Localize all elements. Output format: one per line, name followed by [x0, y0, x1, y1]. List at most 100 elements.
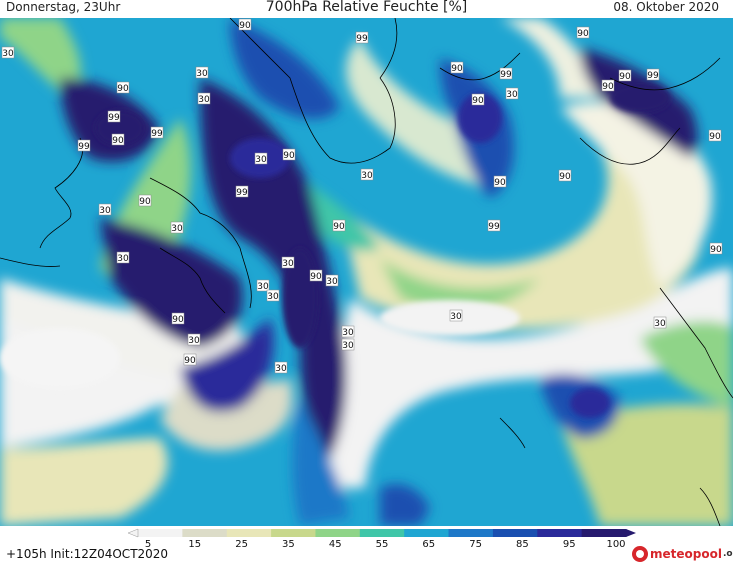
- contour-label-text: 90: [494, 178, 506, 188]
- contour-label-text: 90: [472, 96, 484, 106]
- contour-label: 30: [266, 289, 280, 302]
- contour-label-text: 90: [172, 315, 184, 325]
- contour-label: 90: [709, 242, 723, 255]
- contour-label: 99: [499, 67, 513, 80]
- legend-tick-label: 45: [329, 539, 342, 548]
- legend-swatch: [492, 529, 538, 537]
- legend-tick-label: 75: [469, 539, 482, 548]
- contour-labels: 90 99 30 90 99 90 30 90 99 90 99 90 30 90 90 99 90 30 90 99…: [1, 18, 723, 374]
- forecast-date-label: 08. Oktober 2020: [613, 0, 719, 14]
- legend-min-arrow: [127, 528, 139, 538]
- contour-label-text: 30: [342, 341, 354, 351]
- contour-label-text: 90: [602, 82, 614, 92]
- legend-swatch: [271, 529, 316, 537]
- contour-label-text: 90: [239, 21, 251, 31]
- contour-label: 30: [197, 92, 211, 105]
- logo-tld: .org: [722, 549, 733, 559]
- legend-swatch: [182, 529, 228, 537]
- legend-ticks: 5 15 25 35 45 55 65 75 85 95 100: [145, 539, 626, 548]
- legend-tick-label: 35: [282, 539, 295, 548]
- contour-label: 30: [116, 251, 130, 264]
- meteopool-logo[interactable]: meteopool .org: [632, 544, 733, 564]
- legend-bar: 5 15 25 35 45 55 65 75 85 95 100: [127, 528, 636, 548]
- contour-label-text: 99: [488, 222, 500, 232]
- contour-label: 30: [170, 221, 184, 234]
- legend-tick-label: 95: [563, 539, 576, 548]
- contour-label: 90: [238, 18, 252, 31]
- logo-text: meteopool: [650, 547, 722, 561]
- contour-label-text: 90: [710, 245, 722, 255]
- legend-swatch: [404, 529, 450, 537]
- map-title: 700hPa Relative Feuchte [%]: [265, 0, 468, 15]
- contour-label: 90: [116, 81, 130, 94]
- contour-label-text: 30: [326, 277, 338, 287]
- contour-label: 99: [646, 68, 660, 81]
- contour-label-text: 99: [108, 113, 120, 123]
- contour-label-text: 90: [619, 72, 631, 82]
- contour-label-text: 30: [361, 171, 373, 181]
- legend-max-arrow: [626, 529, 636, 537]
- legend-swatch: [581, 529, 627, 537]
- contour-label: 90: [601, 79, 615, 92]
- contour-label-text: 30: [255, 155, 267, 165]
- contour-label-text: 30: [275, 364, 287, 374]
- legend-tick-label: 65: [422, 539, 435, 548]
- contour-label: 30: [505, 87, 519, 100]
- contour-label-text: 90: [112, 136, 124, 146]
- legend-tick-label: 55: [376, 539, 389, 548]
- contour-label-text: 99: [356, 34, 368, 44]
- contour-label-text: 99: [151, 129, 163, 139]
- contour-label: 99: [235, 185, 249, 198]
- contour-label-text: 90: [283, 151, 295, 161]
- legend-swatch: [448, 529, 494, 537]
- legend-tick-label: 85: [516, 539, 529, 548]
- contour-label: 90: [138, 194, 152, 207]
- contour-label-text: 30: [188, 336, 200, 346]
- contour-label-text: 99: [78, 142, 90, 152]
- humidity-map-canvas: 90 99 30 90 99 90 30 90 99 90 99 90 30 90 90 99 90 30 90 99…: [0, 18, 733, 526]
- contour-label-text: 90: [451, 64, 463, 74]
- contour-label: 30: [449, 309, 463, 322]
- contour-label-text: 90: [559, 172, 571, 182]
- contour-label: 30: [325, 274, 339, 287]
- contour-label: 90: [618, 69, 632, 82]
- contour-label: 90: [558, 169, 572, 182]
- contour-label: 30: [187, 333, 201, 346]
- contour-label: 99: [355, 31, 369, 44]
- legend-swatch: [226, 529, 272, 537]
- coastlines: [0, 18, 733, 526]
- contour-label: 90: [576, 26, 590, 39]
- contour-label: 30: [98, 203, 112, 216]
- contour-label: 90: [708, 129, 722, 142]
- humidity-field: [0, 18, 733, 526]
- contour-label-text: 30: [506, 90, 518, 100]
- legend-tick-label: 100: [606, 539, 625, 548]
- contour-label: 30: [274, 361, 288, 374]
- contour-label-text: 90: [310, 272, 322, 282]
- contour-label: 90: [332, 219, 346, 232]
- contour-label-text: 90: [139, 197, 151, 207]
- legend-tick-label: 25: [235, 539, 248, 548]
- contour-label: 30: [1, 46, 15, 59]
- contour-label: 30: [653, 316, 667, 329]
- legend-tick-label: 15: [188, 539, 201, 548]
- contour-label-text: 99: [500, 70, 512, 80]
- contour-label: 90: [282, 148, 296, 161]
- contour-label-text: 99: [236, 188, 248, 198]
- contour-label: 90: [171, 312, 185, 325]
- contour-label-text: 30: [2, 49, 14, 59]
- logo-icon: [632, 546, 648, 562]
- contour-label-text: 90: [577, 29, 589, 39]
- contour-label: 30: [341, 338, 355, 351]
- contour-label-text: 30: [654, 319, 666, 329]
- contour-label: 90: [183, 353, 197, 366]
- contour-label: 99: [77, 139, 91, 152]
- contour-label-text: 90: [184, 356, 196, 366]
- contour-label: 30: [341, 325, 355, 338]
- contour-label: 30: [195, 66, 209, 79]
- humidity-map: 90 99 30 90 99 90 30 90 99 90 99 90 30 90 90 99 90 30 90 99…: [0, 18, 733, 526]
- contour-label-text: 30: [342, 328, 354, 338]
- contour-label: 99: [487, 219, 501, 232]
- contour-label: 90: [471, 93, 485, 106]
